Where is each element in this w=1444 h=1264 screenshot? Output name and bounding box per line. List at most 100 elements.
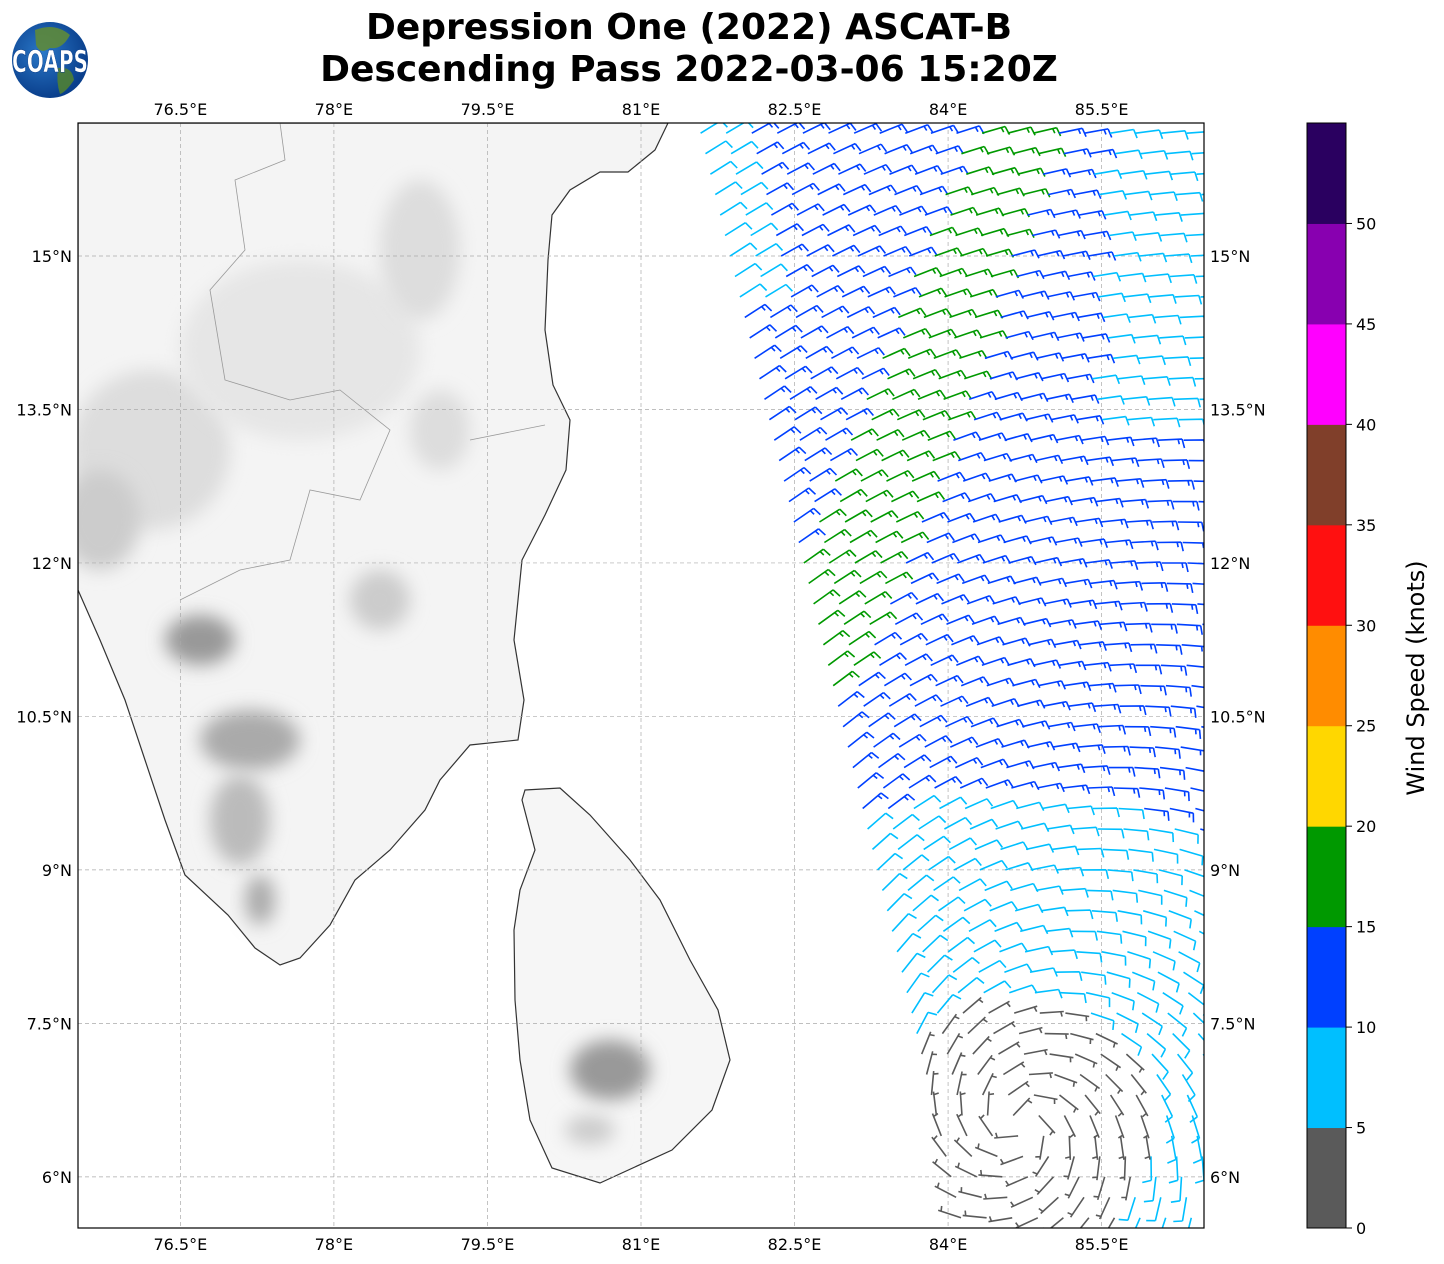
wind-barb (1127, 951, 1152, 969)
wind-barb (1170, 1176, 1183, 1203)
colorbar-segment (1307, 223, 1346, 325)
wind-barb (1102, 313, 1131, 323)
wind-barb (793, 507, 821, 523)
wind-barb (1092, 374, 1121, 385)
lat-tick-label: 10.5°N (16, 707, 72, 726)
wind-barb (779, 345, 808, 359)
wind-barb (1142, 478, 1170, 489)
wind-barb (930, 1071, 939, 1096)
wind-barb (1149, 294, 1177, 304)
wind-barb (1111, 457, 1140, 468)
wind-barb (1135, 129, 1164, 140)
wind-barb (888, 266, 917, 278)
wind-barb (1195, 807, 1204, 812)
terrain-shading (380, 180, 460, 320)
wind-barb (1064, 1176, 1080, 1199)
wind-barb (1179, 315, 1204, 321)
wind-barb (1028, 1072, 1053, 1079)
wind-barb (842, 711, 870, 728)
wind-barb (894, 612, 924, 626)
wind-barb (1194, 910, 1204, 917)
wind-barb (903, 754, 932, 769)
wind-barb (1098, 724, 1127, 735)
wind-barb (884, 143, 913, 155)
wind-barb (1169, 274, 1198, 284)
wind-barb (1107, 333, 1136, 344)
wind-barb (928, 328, 957, 339)
wind-barb (818, 609, 846, 625)
wind-barb (756, 141, 785, 155)
wind-barb (840, 387, 870, 401)
wind-barb (1156, 1074, 1172, 1102)
wind-barb (1079, 641, 1107, 651)
wind-barb (1063, 1156, 1075, 1180)
wind-barb (954, 756, 984, 769)
lon-tick-label: 82.5°E (768, 1235, 822, 1254)
wind-barb (938, 896, 966, 912)
wind-barb (863, 163, 893, 175)
wind-barb (1151, 1053, 1169, 1080)
wind-barb (865, 489, 894, 503)
wind-barb (973, 939, 1002, 953)
wind-barb (846, 306, 876, 319)
wind-barb (1045, 927, 1074, 938)
wind-barb (1042, 168, 1072, 178)
wind-barb (1159, 335, 1187, 346)
wind-barb (981, 1072, 997, 1096)
wind-barb (1062, 250, 1091, 261)
wind-barb (1103, 745, 1131, 756)
wind-barb (808, 568, 836, 585)
wind-barb (1157, 541, 1184, 552)
wind-barb (1035, 352, 1065, 362)
wind-barb (1099, 190, 1128, 200)
wind-barb (705, 140, 733, 155)
wind-barb (834, 468, 863, 482)
wind-barb (953, 431, 982, 441)
wind-barb (1030, 864, 1060, 874)
wind-barb (1164, 787, 1190, 802)
wind-barb (963, 898, 992, 912)
wind-barb (1079, 1217, 1090, 1228)
wind-barb (965, 696, 995, 707)
wind-barb (970, 717, 1000, 728)
wind-barb (853, 123, 883, 134)
wind-barb (1031, 331, 1060, 342)
wind-barb (815, 386, 844, 400)
wind-barb (977, 1054, 996, 1075)
wind-barb (816, 284, 845, 298)
wind-barb (954, 329, 983, 339)
wind-barb (891, 913, 917, 932)
lat-tick-label: 15°N (1210, 247, 1250, 266)
wind-barb (825, 427, 854, 441)
wind-barb (1022, 720, 1051, 730)
wind-barb (1047, 721, 1076, 732)
wind-barb (1153, 417, 1181, 428)
wind-barb (911, 470, 941, 482)
wind-barb (1023, 617, 1052, 628)
wind-barb (928, 855, 956, 871)
wind-barb (953, 1137, 973, 1157)
wind-barb (1134, 766, 1161, 779)
wind-barb (994, 921, 1023, 933)
wind-barb (1141, 1012, 1163, 1036)
wind-barb (855, 448, 884, 462)
wind-barb (1131, 971, 1156, 991)
wind-barb (1094, 169, 1123, 180)
wind-barb (904, 653, 933, 667)
wind-barb (1097, 828, 1125, 839)
wind-barb (879, 652, 907, 666)
wind-barb (993, 1020, 1016, 1035)
wind-barb (941, 593, 970, 605)
wind-barb (934, 1182, 957, 1199)
wind-barb (847, 204, 877, 216)
terrain-shading (78, 470, 140, 570)
wind-barb (1067, 805, 1095, 816)
wind-barb (868, 712, 896, 728)
wind-barb (774, 324, 803, 339)
wind-barb (735, 161, 764, 175)
wind-barb (1128, 848, 1154, 862)
wind-barb (1127, 416, 1156, 427)
wind-barb (898, 733, 927, 748)
wind-barb (944, 288, 973, 298)
wind-barb (1125, 622, 1153, 633)
